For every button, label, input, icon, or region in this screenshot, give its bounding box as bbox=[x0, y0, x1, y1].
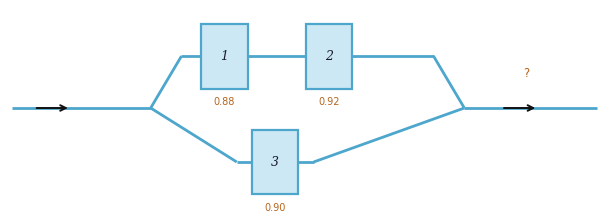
Bar bbox=[252, 130, 298, 194]
Text: 2: 2 bbox=[325, 50, 333, 63]
Text: ?: ? bbox=[523, 67, 529, 80]
Text: 0.92: 0.92 bbox=[319, 97, 339, 107]
Bar bbox=[202, 24, 247, 89]
Bar bbox=[306, 24, 352, 89]
Text: 1: 1 bbox=[220, 50, 229, 63]
Text: 0.90: 0.90 bbox=[264, 203, 285, 213]
Text: 0.88: 0.88 bbox=[214, 97, 235, 107]
Text: 3: 3 bbox=[271, 156, 279, 168]
